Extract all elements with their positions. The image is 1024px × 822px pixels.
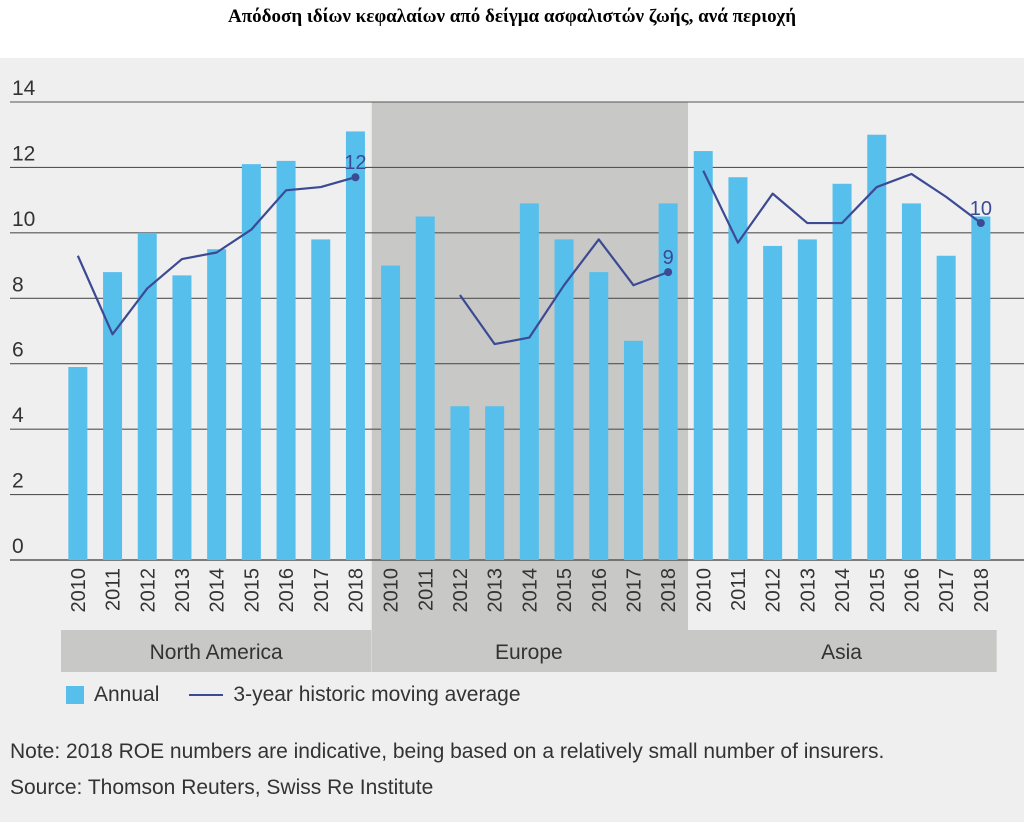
annual-bar	[415, 216, 435, 560]
y-tick-label: 12	[12, 142, 35, 165]
annual-bar	[623, 340, 643, 560]
region-label: Asia	[821, 641, 862, 664]
legend-annual-swatch	[66, 686, 84, 704]
moving-average-end-label: 10	[970, 198, 992, 220]
year-tick-label: 2017	[623, 568, 645, 613]
moving-average-endpoint	[664, 268, 673, 277]
annual-bar	[207, 249, 227, 560]
y-tick-label: 14	[12, 77, 36, 100]
y-tick-label: 8	[12, 273, 24, 296]
year-tick-label: 2016	[276, 568, 298, 613]
year-tick-label: 2014	[519, 568, 541, 613]
moving-average-end-label: 9	[663, 247, 674, 269]
annual-bar	[276, 160, 296, 560]
annual-bar	[519, 203, 539, 560]
annual-bar	[763, 245, 783, 560]
annual-bar	[137, 232, 157, 560]
year-tick-label: 2010	[693, 568, 715, 613]
annual-bar	[867, 134, 887, 560]
moving-average-line	[459, 238, 669, 346]
legend-average-swatch	[189, 694, 224, 696]
year-tick-label: 2011	[415, 568, 437, 611]
annual-bar	[728, 177, 748, 560]
year-tick-label: 2017	[936, 568, 958, 613]
year-tick-label: 2014	[832, 568, 854, 613]
year-tick-label: 2011	[103, 568, 125, 611]
annual-bar	[311, 239, 331, 560]
moving-average-end-label: 12	[344, 152, 366, 174]
annual-bar	[68, 366, 88, 560]
annual-bar	[450, 406, 470, 560]
legend-average-label: 3-year historic moving average	[233, 683, 521, 706]
annual-bar	[901, 203, 921, 560]
year-tick-label: 2018	[345, 568, 367, 613]
year-tick-label: 2018	[658, 568, 680, 613]
moving-average-endpoint	[351, 173, 360, 182]
chart-source: Source: Thomson Reuters, Swiss Re Instit…	[10, 776, 434, 799]
annual-bar	[241, 164, 261, 560]
annual-bar	[832, 183, 852, 560]
year-tick-label: 2018	[971, 568, 993, 613]
roe-chart: 0 2 4 6 8 10 12 14 2010 2011 2012 2013 2014 2015 2016 2…	[10, 77, 1024, 672]
y-tick-label: 6	[12, 339, 24, 362]
year-tick-label: 2012	[137, 568, 159, 613]
year-tick-label: 2015	[241, 568, 263, 613]
annual-bar	[485, 406, 505, 560]
annual-bar	[658, 203, 678, 560]
moving-average-line	[76, 176, 356, 336]
moving-average-endpoint	[976, 219, 985, 228]
region-label-strip	[61, 630, 372, 672]
year-tick-label: 2015	[867, 568, 889, 613]
y-tick-label: 2	[12, 470, 24, 493]
year-tick-label: 2010	[381, 568, 403, 613]
chart-title: Απόδοση ιδίων κεφαλαίων από δείγμα ασφαλ…	[228, 6, 796, 27]
year-tick-label: 2016	[901, 568, 923, 613]
y-tick-label: 10	[12, 208, 35, 231]
year-tick-label: 2017	[311, 568, 333, 613]
annual-bar	[103, 272, 123, 560]
year-tick-label: 2012	[763, 568, 785, 613]
annual-bar	[936, 255, 956, 560]
chart-legend: Annual 3-year historic moving average	[66, 680, 521, 710]
annual-bar	[172, 275, 192, 560]
region-label: North America	[150, 641, 283, 664]
annual-bar	[345, 131, 365, 560]
chart-note: Note: 2018 ROE numbers are indicative, b…	[10, 740, 885, 763]
annual-bar	[589, 272, 609, 560]
region-label-strip	[373, 630, 684, 672]
annual-bar	[554, 239, 574, 560]
year-tick-label: 2013	[797, 568, 819, 613]
moving-average-line	[702, 170, 982, 244]
y-tick-label: 0	[12, 535, 24, 558]
year-tick-label: 2015	[554, 568, 576, 613]
annual-bar	[693, 151, 713, 561]
region-label-strip	[686, 630, 997, 672]
legend-annual-label: Annual	[94, 683, 160, 706]
annual-bar	[971, 216, 991, 560]
y-tick-label: 4	[12, 404, 24, 427]
year-tick-label: 2011	[728, 568, 750, 611]
year-tick-label: 2012	[450, 568, 472, 613]
year-tick-label: 2013	[485, 568, 507, 613]
annual-bar	[797, 239, 817, 560]
year-tick-label: 2013	[172, 568, 194, 613]
year-tick-label: 2016	[589, 568, 611, 613]
year-tick-label: 2010	[68, 568, 90, 613]
annual-bar	[381, 265, 401, 560]
year-tick-label: 2014	[207, 568, 229, 613]
region-label: Europe	[495, 641, 563, 664]
